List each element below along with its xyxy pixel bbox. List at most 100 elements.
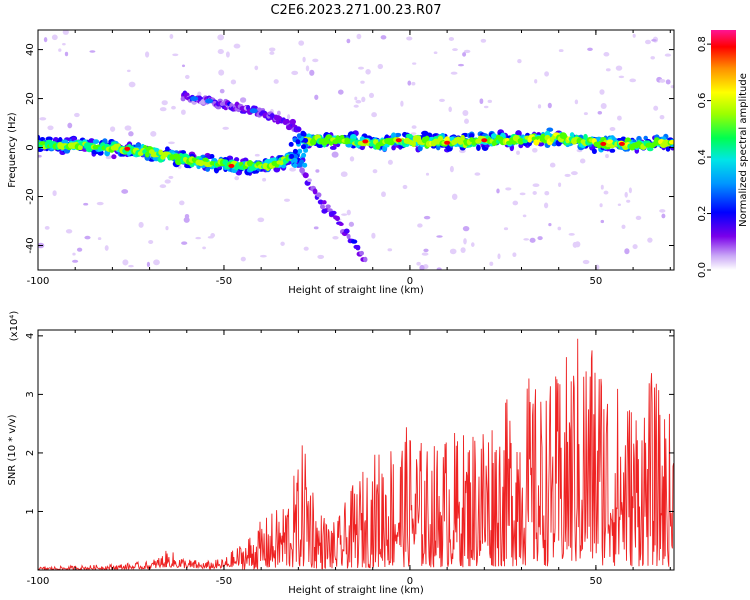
spectrogram-speckle [617,115,622,121]
spectrogram-main-trace [301,144,306,150]
spectrogram-main-trace [476,144,481,151]
spectrogram-main-trace [329,145,337,150]
spectrogram-main-trace [233,157,240,162]
spectrogram-main-trace [303,138,309,143]
spectrogram-speckle [312,58,319,63]
spectrogram-lower-branch [355,244,361,251]
spectrogram-lower-branch [346,233,351,240]
spectrogram-speckle [83,202,89,206]
spectrogram-speckle [124,125,132,131]
spectrogram-main-trace [460,134,465,141]
spectrogram-speckle [647,237,653,243]
spectrogram-speckle [603,190,609,195]
spectrogram-speckle [225,51,230,58]
spectrogram-main-trace [522,138,529,144]
spectrogram-upper-branch [205,98,214,104]
spectrogram-main-trace [292,163,298,168]
spectrogram-main-trace [295,139,301,145]
spectrogram-speckle [548,222,552,227]
spectrogram-speckle [483,105,489,109]
spectrogram-speckle [522,214,527,218]
spectrogram-upper-branch [249,108,258,114]
spectrogram-speckle [653,105,659,111]
spectrogram-speckle [670,85,674,89]
snr-x-tick-label: -100 [27,576,50,587]
spectrogram-speckle [268,47,276,52]
spectrogram-speckle [353,104,359,108]
spectrogram-speckle [180,109,186,115]
spectrogram-x-tick-label: -100 [27,276,50,287]
spectrogram-speckle [661,213,666,219]
spectrogram-speckle [451,193,458,200]
spectrogram-speckle [659,209,666,213]
spectrogram-speckle [159,107,167,112]
spectrogram-lower-branch [325,204,331,209]
spectrogram-speckle [471,242,475,247]
spectrogram-speckle [298,40,305,46]
spectrogram-speckle [104,245,109,251]
spectrogram-main-trace [38,141,47,146]
spectrogram-speckle [512,200,519,206]
spectrogram-speckle [164,179,171,184]
spectrogram-speckle [615,65,623,71]
spectrogram-speckle [659,115,665,120]
spectrogram-speckle [452,48,458,52]
spectrogram-speckle [356,33,362,40]
spectrogram-speckle [570,171,578,176]
spectrogram-speckle [76,247,83,252]
spectrogram-speckle [425,172,430,176]
spectrogram-speckle [240,256,246,262]
spectrogram-speckle [463,49,471,54]
spectrogram-speckle [262,177,267,182]
spectrogram-speckle [233,43,241,49]
spectrogram-main-trace [297,148,303,154]
spectrogram-speckle [72,252,76,256]
spectrogram-speckle [280,241,285,246]
spectrogram-speckle [458,63,464,67]
spectrogram-speckle [402,184,408,190]
spectrogram-main-trace [247,160,253,167]
spectrogram-speckle [568,232,575,236]
spectrogram-frame [37,29,675,271]
spectrogram-lower-branch [359,250,364,256]
spectrogram-speckle [150,131,157,137]
spectrogram-main-trace [202,157,209,162]
spectrogram-panel: -100 -50 0 50 -40 -20 0 20 40 Height of straight… [7,29,675,296]
spectrogram-speckle [416,261,421,266]
spectrogram-speckle [43,37,48,43]
spectrogram-x-tick-label: -50 [216,276,232,287]
spectrogram-lower-branch [312,188,318,195]
spectrogram-speckle [449,248,457,255]
spectrogram-speckle [62,42,66,46]
spectrogram-speckle [423,215,431,220]
colorbar-label: Normalized spectral amplitude [738,73,749,227]
spectrogram-speckle [529,237,536,243]
snr-x-tick-label: -50 [216,576,232,587]
spectrogram-main-trace [533,139,540,146]
spectrogram-speckle [463,238,467,245]
spectrogram-speckle [423,248,429,253]
spectrogram-speckle [260,254,267,258]
spectrogram-speckle [97,237,102,241]
spectrogram-speckle [462,110,469,116]
spectrogram-upper-branch [190,96,199,102]
spectrogram-speckle [161,100,168,106]
spectrogram-speckle [618,75,625,79]
spectrogram-speckle [315,169,320,173]
spectrogram-speckle [532,183,540,188]
spectrogram-main-trace [469,137,475,143]
spectrogram-main-trace [609,148,616,153]
spectrogram-speckle [372,169,378,174]
spectrogram-speckle [332,236,339,240]
spectrogram-speckle [474,172,481,176]
spectrogram-speckle [309,69,315,76]
spectrogram-main-trace [468,133,475,138]
spectrogram-main-trace [490,133,498,139]
spectrogram-x-tick-label: 0 [407,276,413,287]
spectrogram-speckle [183,216,190,223]
spectrogram-speckle [558,49,564,53]
spectrogram-lower-branch [321,208,328,214]
spectrogram-main-trace [292,158,298,163]
spectrogram-speckle [665,79,671,85]
snr-series-line [38,338,674,570]
